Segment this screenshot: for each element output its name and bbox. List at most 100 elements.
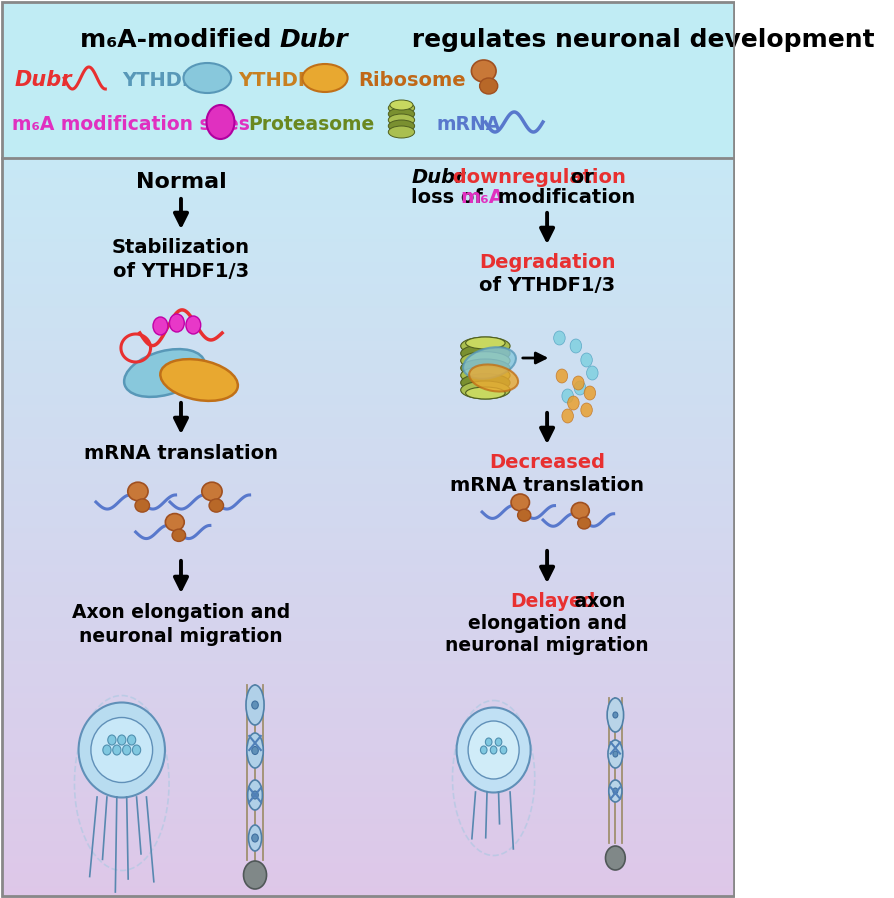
Bar	[2, 585, 734, 587]
Bar	[2, 656, 734, 659]
Ellipse shape	[128, 482, 148, 501]
Bar	[2, 392, 734, 395]
Bar	[2, 777, 734, 780]
Bar	[2, 328, 734, 331]
Ellipse shape	[79, 702, 165, 797]
Bar	[2, 836, 734, 840]
Bar	[2, 390, 734, 392]
Bar	[2, 666, 734, 669]
Bar	[2, 816, 734, 820]
Bar	[2, 683, 734, 686]
Circle shape	[495, 738, 502, 746]
Bar	[2, 439, 734, 442]
Bar	[2, 395, 734, 398]
Bar	[2, 844, 734, 847]
Bar	[2, 321, 734, 324]
Bar	[2, 829, 734, 832]
Bar	[2, 377, 734, 381]
Ellipse shape	[388, 108, 415, 120]
Ellipse shape	[183, 63, 232, 93]
Bar	[2, 417, 734, 420]
Circle shape	[207, 105, 234, 139]
Ellipse shape	[460, 374, 510, 392]
Bar	[2, 471, 734, 474]
Bar	[2, 620, 734, 622]
Bar	[2, 491, 734, 494]
Circle shape	[485, 738, 492, 746]
Bar	[2, 693, 734, 696]
Text: Normal: Normal	[136, 172, 226, 192]
Bar	[2, 247, 734, 250]
Bar	[2, 545, 734, 549]
Bar	[2, 531, 734, 533]
Text: loss of: loss of	[411, 188, 490, 207]
Bar	[2, 326, 734, 329]
Bar	[2, 333, 734, 336]
Bar	[2, 868, 734, 871]
Circle shape	[103, 745, 111, 755]
Circle shape	[132, 745, 140, 755]
Ellipse shape	[460, 352, 510, 370]
Ellipse shape	[209, 499, 224, 512]
Bar	[2, 195, 734, 198]
Bar	[2, 504, 734, 506]
Bar	[2, 876, 734, 879]
Bar	[2, 277, 734, 279]
Bar	[2, 446, 734, 450]
Bar	[2, 230, 734, 233]
Circle shape	[252, 834, 258, 842]
Text: m₆A modification sites: m₆A modification sites	[12, 115, 249, 134]
Bar	[2, 454, 734, 457]
Bar	[2, 856, 734, 859]
Bar	[2, 575, 734, 577]
Bar	[2, 489, 734, 491]
Bar	[2, 435, 734, 437]
Ellipse shape	[165, 514, 184, 531]
Bar	[2, 232, 734, 235]
Bar	[2, 383, 734, 385]
Bar	[2, 250, 734, 252]
Bar	[2, 188, 734, 190]
Bar	[2, 330, 734, 334]
Bar	[2, 343, 734, 346]
Bar	[2, 812, 734, 814]
Ellipse shape	[468, 721, 519, 779]
Bar	[2, 260, 734, 262]
Bar	[2, 240, 734, 242]
Bar	[2, 436, 734, 440]
Bar	[2, 425, 734, 427]
Bar	[2, 180, 734, 183]
Bar	[2, 824, 734, 827]
Circle shape	[586, 366, 598, 380]
Bar	[2, 360, 734, 363]
Bar	[2, 267, 734, 269]
Bar	[2, 511, 734, 514]
Text: Dubr: Dubr	[280, 28, 349, 52]
Bar	[2, 590, 734, 593]
Bar	[2, 866, 734, 869]
Circle shape	[490, 746, 497, 754]
Bar	[2, 785, 734, 788]
Bar	[2, 792, 734, 795]
Bar	[2, 182, 734, 186]
Bar	[2, 706, 734, 709]
Bar	[2, 336, 734, 339]
Bar	[2, 306, 734, 309]
Circle shape	[613, 751, 618, 757]
Ellipse shape	[91, 718, 153, 782]
Circle shape	[613, 712, 618, 718]
Bar	[2, 215, 734, 217]
Text: Ribosome: Ribosome	[358, 71, 466, 90]
Bar	[2, 385, 734, 388]
Bar	[2, 158, 734, 161]
Circle shape	[556, 369, 568, 383]
Bar	[2, 353, 734, 356]
Bar	[2, 375, 734, 378]
Text: YTHDF3: YTHDF3	[239, 71, 325, 90]
Bar	[2, 849, 734, 851]
Bar	[2, 854, 734, 857]
Bar	[2, 832, 734, 834]
Bar	[2, 884, 734, 886]
Bar	[2, 185, 734, 188]
Bar	[2, 323, 734, 326]
